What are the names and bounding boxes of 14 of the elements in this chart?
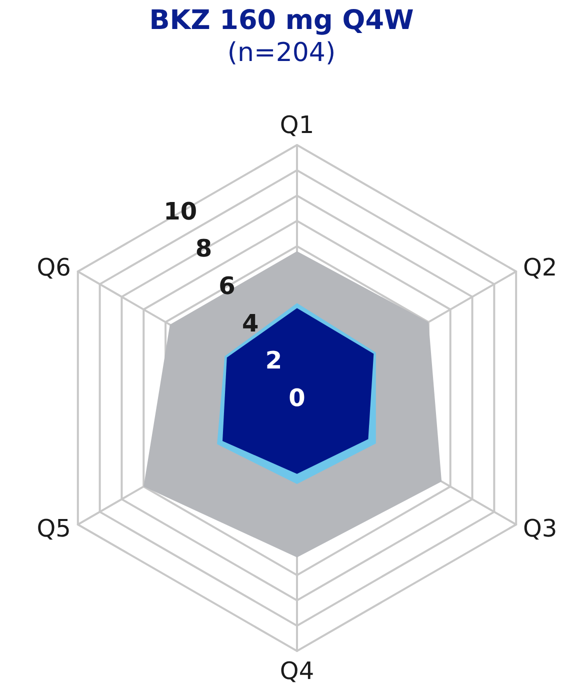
y-tick-label: 4 — [242, 309, 259, 338]
chart-subtitle: (n=204) — [227, 38, 336, 68]
y-tick-label: 6 — [218, 272, 236, 300]
y-tick-label: 8 — [195, 234, 212, 263]
spoke-label: Q2 — [523, 254, 558, 282]
y-tick-label: 2 — [265, 346, 282, 375]
spoke-label: Q3 — [523, 514, 558, 542]
spoke-label: Q1 — [280, 111, 314, 139]
y-tick-label: 0 — [288, 384, 306, 412]
spoke-label: Q4 — [280, 657, 314, 685]
spoke-label: Q6 — [36, 254, 71, 282]
y-tick-label: 10 — [164, 197, 198, 226]
spoke-label: Q5 — [36, 514, 71, 542]
chart-title: BKZ 160 mg Q4W — [149, 5, 414, 36]
